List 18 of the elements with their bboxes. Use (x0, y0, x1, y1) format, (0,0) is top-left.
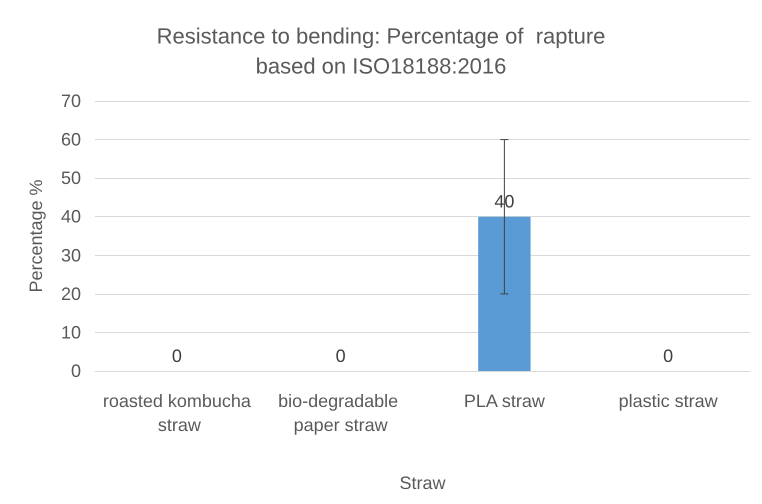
x-tick-label: roasted kombucha straw (102, 391, 252, 435)
x-tick-label: bio-degradable paper straw (278, 391, 404, 435)
data-label: 0 (336, 346, 346, 366)
y-tick-label: 60 (60, 130, 81, 150)
y-tick-label: 10 (60, 322, 81, 342)
y-tick-label: 0 (70, 361, 81, 381)
x-tick-label: plastic straw (618, 391, 719, 411)
y-tick-label: 70 (60, 91, 81, 111)
x-tick-label: PLA straw (464, 391, 546, 411)
x-axis-title: Straw (399, 473, 447, 493)
data-label: 0 (172, 346, 182, 366)
chart-title: Resistance to bending: Percentage of rapture based on ISO18188:2016 (156, 24, 606, 78)
y-tick-label: 30 (60, 245, 81, 266)
y-tick-label: 20 (60, 284, 81, 304)
y-tick-label: 50 (60, 168, 81, 188)
y-tick-label: 40 (60, 206, 81, 227)
y-axis-title: Percentage % (26, 179, 46, 293)
data-label: 0 (663, 346, 674, 366)
